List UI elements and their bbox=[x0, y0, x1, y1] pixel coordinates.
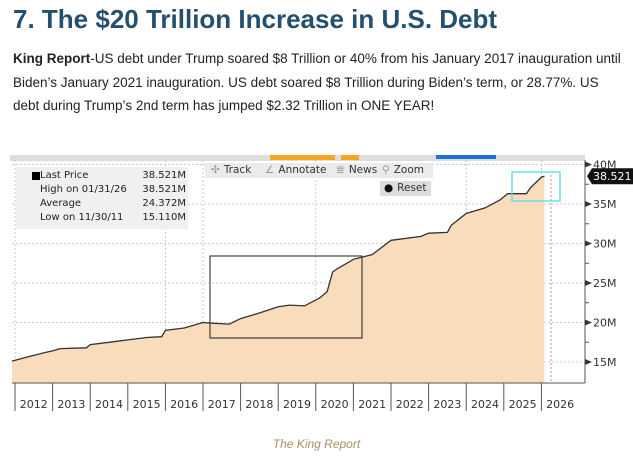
zoom-button[interactable]: ⚲ Zoom bbox=[378, 163, 428, 178]
x-tick-label: 2019 bbox=[283, 398, 311, 411]
reset-icon: ● bbox=[384, 182, 394, 194]
pencil-icon: ∠ bbox=[265, 164, 275, 176]
y-tick-label: 15M bbox=[593, 356, 617, 369]
magnifier-icon: ⚲ bbox=[382, 164, 390, 176]
annotate-button[interactable]: ∠ Annotate bbox=[261, 163, 331, 178]
x-tick-label: 2021 bbox=[358, 398, 386, 411]
x-tick-label: 2023 bbox=[433, 398, 461, 411]
debt-chart: 2012 2013 2014 2015 2016 2017 2018 2019 2020 2021… bbox=[10, 155, 633, 417]
orange-tab bbox=[270, 155, 335, 160]
source-label: King Report bbox=[13, 51, 91, 66]
crosshair-icon: ✣ bbox=[211, 164, 220, 176]
legend-low: Low on 11/30/11 15.110M bbox=[40, 212, 186, 223]
x-tick-label: 2020 bbox=[321, 398, 349, 411]
chart-caption: The King Report bbox=[272, 437, 361, 451]
news-icon: ≣ bbox=[336, 164, 345, 176]
last-price-tag bbox=[587, 168, 633, 185]
trump-term-box bbox=[209, 255, 363, 339]
x-tick-label: 2017 bbox=[208, 398, 236, 411]
x-tick-label: 2012 bbox=[20, 398, 48, 411]
y-tick-label: 35M bbox=[593, 198, 617, 211]
news-button[interactable]: ≣ News bbox=[332, 163, 382, 178]
legend-last-price: Last Price 38.521M bbox=[40, 170, 186, 181]
paragraph-text: -US debt under Trump soared $8 Trillion … bbox=[13, 51, 621, 113]
legend-high: High on 01/31/26 38.521M bbox=[40, 184, 186, 195]
recent-year-box bbox=[511, 171, 561, 202]
square-icon bbox=[32, 172, 40, 180]
x-tick-label: 2014 bbox=[95, 398, 123, 411]
track-button[interactable]: ✣ Track bbox=[207, 163, 256, 178]
x-tick-label: 2015 bbox=[133, 398, 161, 411]
x-tick-label: 2018 bbox=[245, 398, 273, 411]
y-tick-label: 25M bbox=[593, 277, 617, 290]
y-tick bbox=[585, 161, 592, 168]
page-title: 7. The $20 Trillion Increase in U.S. Deb… bbox=[13, 4, 498, 34]
article-paragraph: King Report-US debt under Trump soared $… bbox=[13, 47, 623, 118]
y-tick bbox=[585, 359, 592, 365]
y-tick-label: 20M bbox=[593, 317, 617, 330]
y-tick bbox=[585, 240, 592, 247]
x-tick-label: 2016 bbox=[170, 398, 198, 411]
last-price-tag-label: 38.521 bbox=[593, 170, 632, 183]
x-tick-label: 2025 bbox=[509, 398, 537, 411]
x-axis-band bbox=[12, 383, 585, 415]
y-tick bbox=[585, 201, 592, 207]
chart-legend: Last Price 38.521M High on 01/31/26 38.521… bbox=[16, 167, 188, 229]
y-tick bbox=[585, 280, 592, 286]
debt-area bbox=[11, 176, 545, 383]
debt-line bbox=[11, 175, 545, 362]
y-tick bbox=[585, 319, 592, 326]
x-tick-label: 2013 bbox=[57, 398, 85, 411]
chart-svg: 2012 2013 2014 2015 2016 2017 2018 2019 2020 2021… bbox=[10, 155, 633, 417]
reset-button[interactable]: ● Reset bbox=[380, 181, 431, 196]
x-tick-label: 2024 bbox=[471, 398, 499, 411]
x-tick-label: 2026 bbox=[546, 398, 574, 411]
legend-average: Average 24.372M bbox=[40, 198, 186, 209]
y-tick-label: 30M bbox=[593, 238, 617, 251]
orange-tab bbox=[341, 155, 359, 160]
x-tick-label: 2022 bbox=[396, 398, 424, 411]
blue-tab bbox=[436, 155, 496, 159]
